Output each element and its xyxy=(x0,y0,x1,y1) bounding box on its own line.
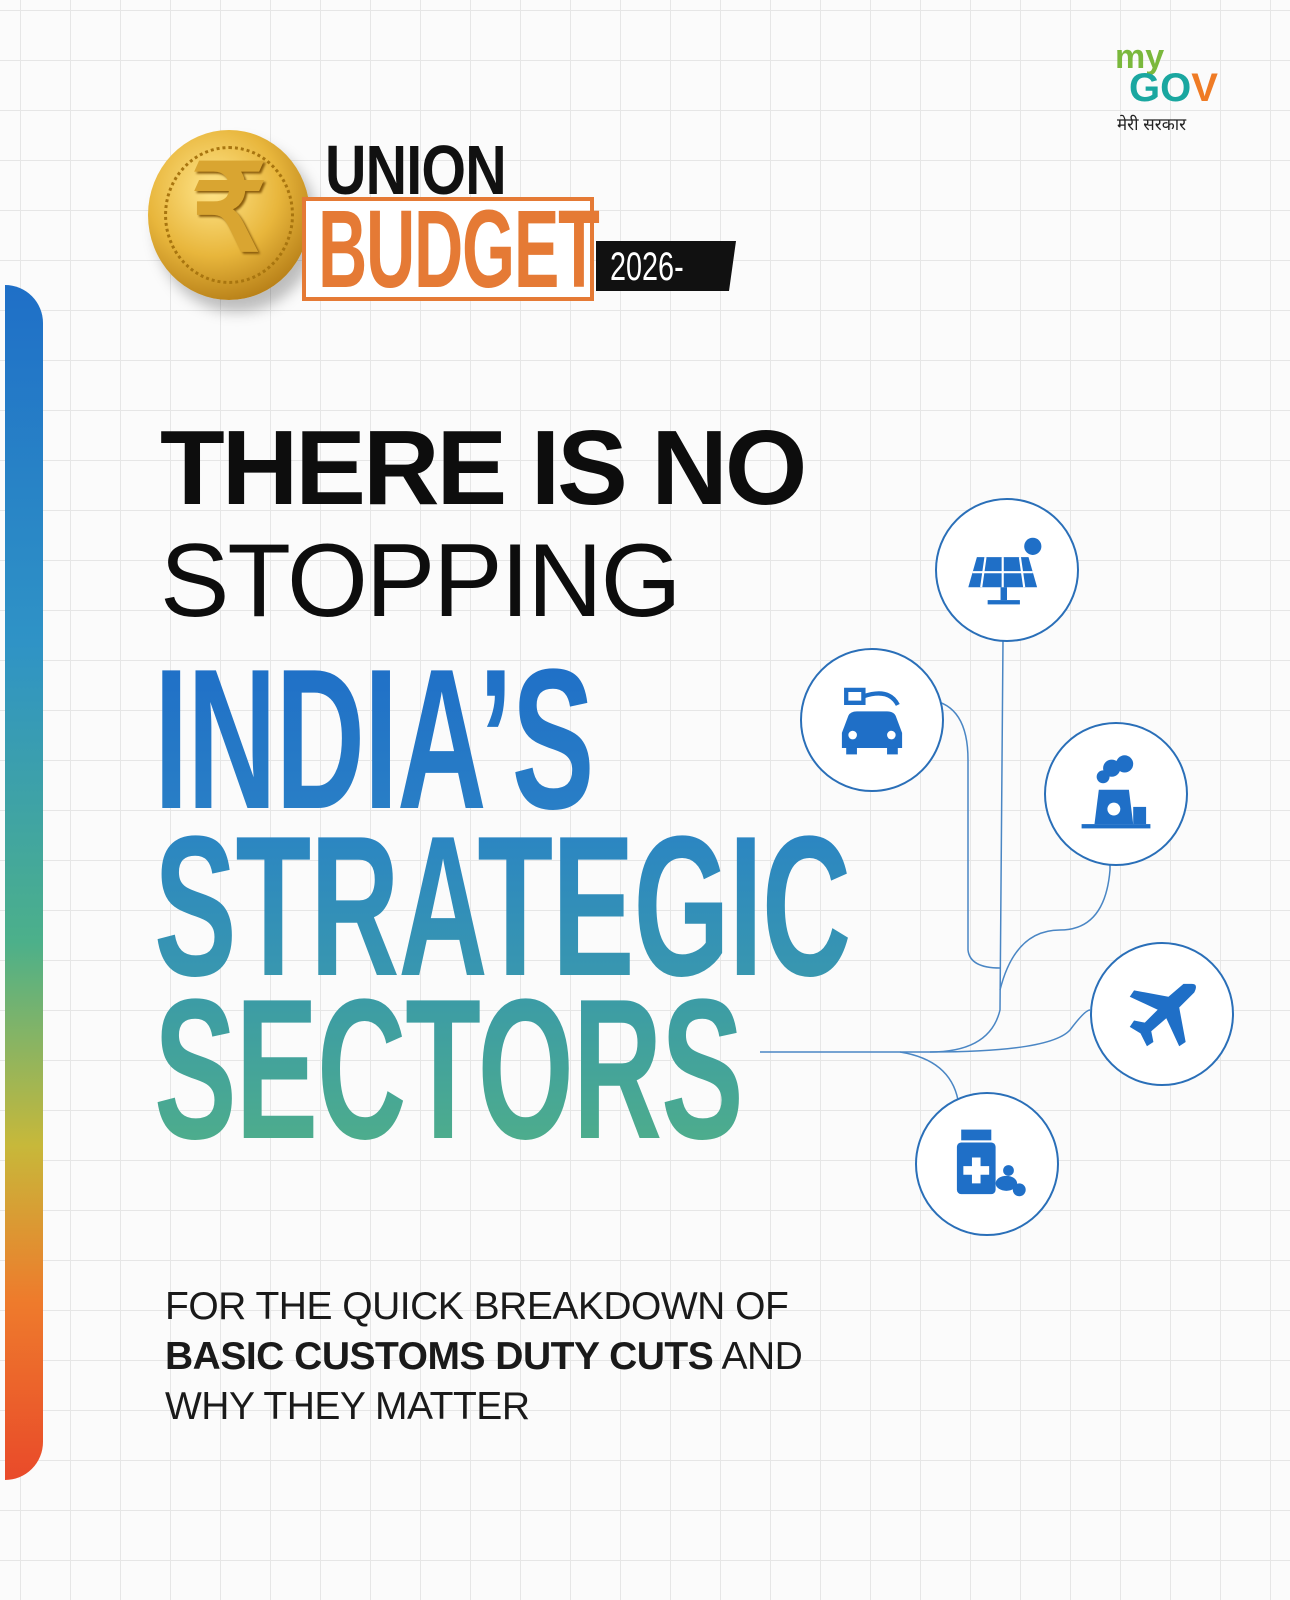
budget-label: BUDGET xyxy=(318,188,600,311)
airplane-icon xyxy=(1090,942,1234,1086)
headline-line-5: SECTORS xyxy=(154,958,744,1181)
footer-text: FOR THE QUICK BREAKDOWN OF BASIC CUSTOMS… xyxy=(165,1285,803,1428)
solar-panel-icon xyxy=(935,498,1079,642)
year-badge: 2026-27 xyxy=(596,241,736,291)
union-label: UNION xyxy=(325,131,507,209)
gradient-side-bar xyxy=(5,285,43,1480)
rupee-coin-icon: ₹ xyxy=(148,130,310,300)
headline-line-1: THERE IS NO xyxy=(160,409,807,527)
medicine-icon xyxy=(915,1092,1059,1236)
year-label: 2026-27 xyxy=(610,245,684,291)
mygov-logo: my GOV मेरी सरकार xyxy=(1115,38,1218,134)
headline-line-2: STOPPING xyxy=(160,523,682,639)
electric-car-icon xyxy=(800,648,944,792)
budget-box: BUDGET xyxy=(302,195,600,305)
headline-line-3: INDIA’S xyxy=(154,628,594,851)
nuclear-plant-icon xyxy=(1044,722,1188,866)
headline-line-4: STRATEGIC xyxy=(154,795,851,1018)
